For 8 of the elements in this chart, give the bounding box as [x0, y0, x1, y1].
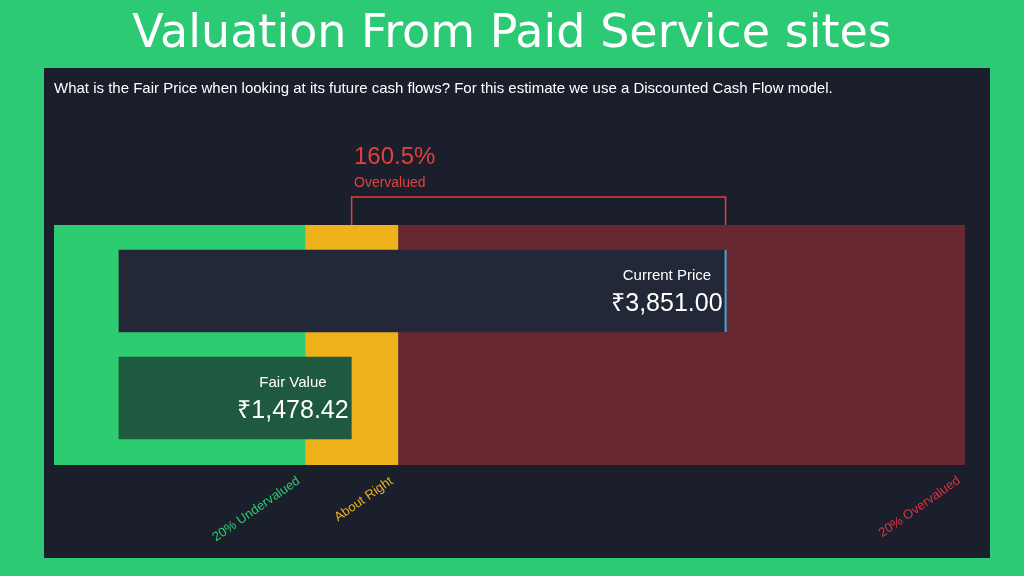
data-label: ₹3,851.00 — [611, 288, 723, 317]
data-label: ₹1,478.42 — [237, 395, 349, 424]
text: 160.5% — [354, 142, 436, 169]
chart-title: Valuation From Paid Service sites — [131, 4, 893, 58]
chart-subtitle: What is the Fair Price when looking at its future cash flows? For this estimate we use a Discounted Cash Flow model. — [54, 78, 834, 98]
y-tick-label: Current Price — [622, 265, 712, 283]
y-tick-label: Fair Value — [259, 372, 327, 390]
text: Overvalued — [354, 174, 426, 190]
